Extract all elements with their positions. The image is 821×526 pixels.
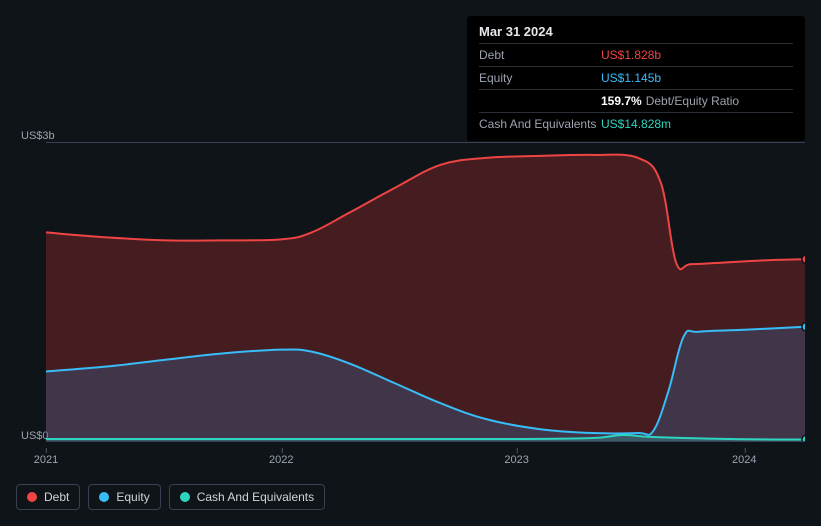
chart-svg <box>46 143 805 441</box>
legend: Debt Equity Cash And Equivalents <box>16 484 325 510</box>
legend-item-equity[interactable]: Equity <box>88 484 160 510</box>
y-axis-label-min: US$0 <box>21 430 49 442</box>
series-end-marker-cash <box>802 436 805 441</box>
tooltip-row-value: US$1.828b <box>601 48 661 62</box>
tooltip-row: EquityUS$1.145b <box>479 66 793 89</box>
chart-tooltip: Mar 31 2024 DebtUS$1.828bEquityUS$1.145b… <box>467 16 805 141</box>
legend-dot-icon <box>99 492 109 502</box>
tooltip-row-suffix: Debt/Equity Ratio <box>646 94 739 108</box>
tooltip-row-label: Debt <box>479 48 601 62</box>
x-axis-tick: 2022 <box>269 454 293 466</box>
x-axis: 2021202220232024 <box>46 448 805 468</box>
tooltip-row: 159.7%Debt/Equity Ratio <box>479 89 793 112</box>
x-axis-tick: 2021 <box>34 454 58 466</box>
chart-container: Mar 31 2024 DebtUS$1.828bEquityUS$1.145b… <box>16 12 805 514</box>
legend-dot-icon <box>180 492 190 502</box>
tooltip-row-label: Equity <box>479 71 601 85</box>
tooltip-row-value: US$1.145b <box>601 71 661 85</box>
x-axis-tick: 2023 <box>504 454 528 466</box>
legend-item-cash[interactable]: Cash And Equivalents <box>169 484 325 510</box>
series-end-marker-equity <box>802 323 805 331</box>
tooltip-row-label: Cash And Equivalents <box>479 117 601 131</box>
tooltip-title: Mar 31 2024 <box>479 24 793 39</box>
tooltip-row-label <box>479 94 601 108</box>
legend-item-debt[interactable]: Debt <box>16 484 80 510</box>
legend-dot-icon <box>27 492 37 502</box>
series-end-marker-debt <box>802 255 805 263</box>
tooltip-row-value: 159.7%Debt/Equity Ratio <box>601 94 739 108</box>
tooltip-row: Cash And EquivalentsUS$14.828m <box>479 112 793 135</box>
tooltip-row-value: US$14.828m <box>601 117 671 131</box>
legend-item-label: Equity <box>116 490 149 504</box>
plot-area[interactable] <box>46 142 805 442</box>
tooltip-row: DebtUS$1.828b <box>479 43 793 66</box>
x-axis-tick: 2024 <box>732 454 756 466</box>
legend-item-label: Debt <box>44 490 69 504</box>
legend-item-label: Cash And Equivalents <box>197 490 314 504</box>
y-axis-label-max: US$3b <box>21 130 55 142</box>
